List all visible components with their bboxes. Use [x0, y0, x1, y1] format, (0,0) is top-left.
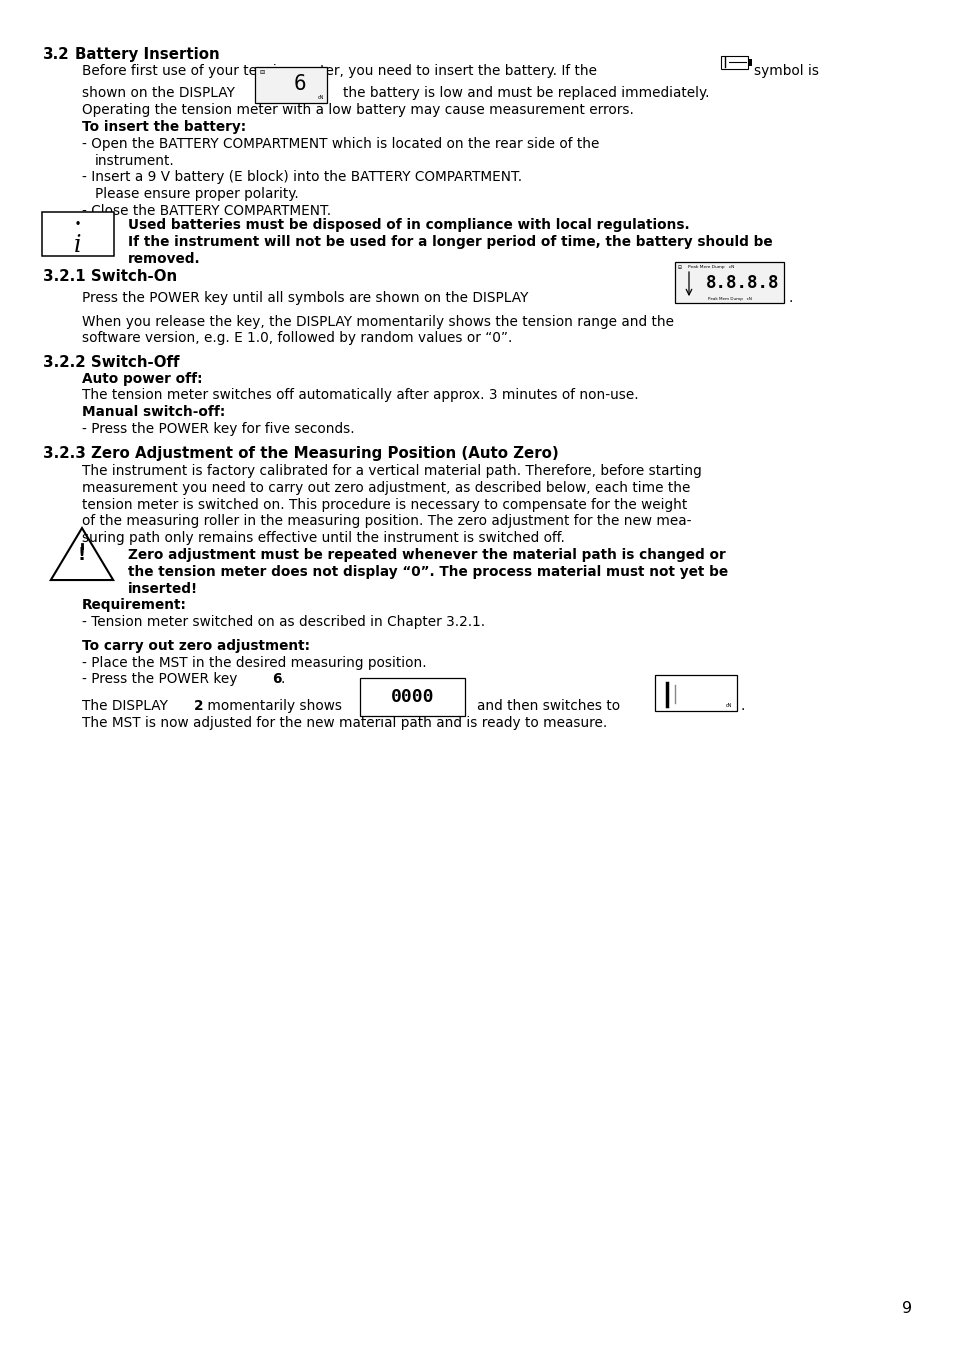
Text: The MST is now adjusted for the new material path and is ready to measure.: The MST is now adjusted for the new mate… — [82, 716, 607, 730]
Text: 3.2.3 Zero Adjustment of the Measuring Position (Auto Zero): 3.2.3 Zero Adjustment of the Measuring P… — [43, 445, 558, 460]
Text: Requirement:: Requirement: — [82, 598, 187, 612]
Text: 3.2: 3.2 — [43, 47, 70, 62]
Text: cN: cN — [317, 96, 324, 100]
Text: If the instrument will not be used for a longer period of time, the battery shou: If the instrument will not be used for a… — [128, 236, 772, 249]
Text: Peak Mem Dump   cN: Peak Mem Dump cN — [687, 264, 734, 268]
Text: of the measuring roller in the measuring position. The zero adjustment for the n: of the measuring roller in the measuring… — [82, 515, 691, 528]
Text: suring path only remains effective until the instrument is switched off.: suring path only remains effective until… — [82, 531, 564, 546]
Text: To insert the battery:: To insert the battery: — [82, 121, 246, 134]
Text: - Press the POWER key for five seconds.: - Press the POWER key for five seconds. — [82, 422, 355, 436]
Text: 8.8.8.8: 8.8.8.8 — [705, 275, 779, 292]
Bar — [254, 68, 327, 103]
Text: 2: 2 — [193, 699, 203, 714]
Text: Battery Insertion: Battery Insertion — [75, 47, 219, 62]
Text: instrument.: instrument. — [95, 154, 174, 168]
Text: - Tension meter switched on as described in Chapter 3.2.1.: - Tension meter switched on as described… — [82, 615, 485, 630]
Text: 9: 9 — [901, 1301, 911, 1316]
Text: the battery is low and must be replaced immediately.: the battery is low and must be replaced … — [343, 87, 709, 100]
Text: .: . — [787, 291, 792, 305]
Text: Please ensure proper polarity.: Please ensure proper polarity. — [95, 187, 298, 202]
Text: Operating the tension meter with a low battery may cause measurement errors.: Operating the tension meter with a low b… — [82, 103, 633, 118]
Text: symbol is: symbol is — [753, 64, 818, 77]
Text: When you release the key, the DISPLAY momentarily shows the tension range and th: When you release the key, the DISPLAY mo… — [82, 314, 673, 329]
Text: The instrument is factory calibrated for a vertical material path. Therefore, be: The instrument is factory calibrated for… — [82, 464, 701, 478]
Text: 3.2.1 Switch-On: 3.2.1 Switch-On — [43, 269, 177, 284]
Text: 6: 6 — [272, 673, 281, 686]
Bar — [359, 678, 464, 716]
Text: Peak Mem Dump   cN: Peak Mem Dump cN — [707, 297, 751, 301]
Text: Before first use of your tension meter, you need to insert the battery. If the: Before first use of your tension meter, … — [82, 64, 597, 77]
Bar — [655, 676, 737, 711]
Text: - Close the BATTERY COMPARTMENT.: - Close the BATTERY COMPARTMENT. — [82, 204, 331, 218]
Text: momentarily shows: momentarily shows — [203, 699, 341, 714]
Text: .: . — [280, 673, 284, 686]
Text: software version, e.g. E 1.0, followed by random values or “0”.: software version, e.g. E 1.0, followed b… — [82, 332, 512, 345]
Text: cN: cN — [725, 703, 731, 708]
Text: Zero adjustment must be repeated whenever the material path is changed or: Zero adjustment must be repeated wheneve… — [128, 548, 725, 562]
Text: Manual switch-off:: Manual switch-off: — [82, 405, 225, 420]
Text: Used batteries must be disposed of in compliance with local regulations.: Used batteries must be disposed of in co… — [128, 218, 689, 233]
Text: Auto power off:: Auto power off: — [82, 372, 202, 386]
Bar — [720, 56, 747, 69]
Text: - Insert a 9 V battery (E block) into the BATTERY COMPARTMENT.: - Insert a 9 V battery (E block) into th… — [82, 171, 521, 184]
Bar — [747, 60, 751, 65]
Bar — [42, 213, 113, 256]
Text: tension meter is switched on. This procedure is necessary to compensate for the : tension meter is switched on. This proce… — [82, 498, 686, 512]
Text: •: • — [75, 219, 81, 229]
Text: - Press the POWER key: - Press the POWER key — [82, 673, 241, 686]
Text: The tension meter switches off automatically after approx. 3 minutes of non-use.: The tension meter switches off automatic… — [82, 389, 638, 402]
Text: 6: 6 — [293, 73, 306, 93]
Text: 3.2.2 Switch-Off: 3.2.2 Switch-Off — [43, 355, 179, 370]
Text: !: ! — [78, 547, 86, 565]
Text: measurement you need to carry out zero adjustment, as described below, each time: measurement you need to carry out zero a… — [82, 481, 690, 494]
Bar — [675, 263, 783, 303]
Text: - Place the MST in the desired measuring position.: - Place the MST in the desired measuring… — [82, 655, 426, 670]
Text: inserted!: inserted! — [128, 582, 198, 596]
Text: Press the POWER key until all symbols are shown on the DISPLAY: Press the POWER key until all symbols ar… — [82, 291, 528, 305]
Text: The DISPLAY: The DISPLAY — [82, 699, 172, 714]
Text: .: . — [740, 699, 744, 714]
Text: 0000: 0000 — [391, 688, 434, 707]
Text: and then switches to: and then switches to — [476, 699, 619, 714]
Text: shown on the DISPLAY: shown on the DISPLAY — [82, 87, 234, 100]
Text: removed.: removed. — [128, 252, 200, 267]
Text: i: i — [74, 234, 82, 257]
Text: the tension meter does not display “0”. The process material must not yet be: the tension meter does not display “0”. … — [128, 565, 727, 580]
Text: To carry out zero adjustment:: To carry out zero adjustment: — [82, 639, 310, 653]
Text: - Open the BATTERY COMPARTMENT which is located on the rear side of the: - Open the BATTERY COMPARTMENT which is … — [82, 137, 598, 150]
Text: ⊟: ⊟ — [678, 264, 681, 269]
Text: ⊟: ⊟ — [258, 70, 264, 76]
